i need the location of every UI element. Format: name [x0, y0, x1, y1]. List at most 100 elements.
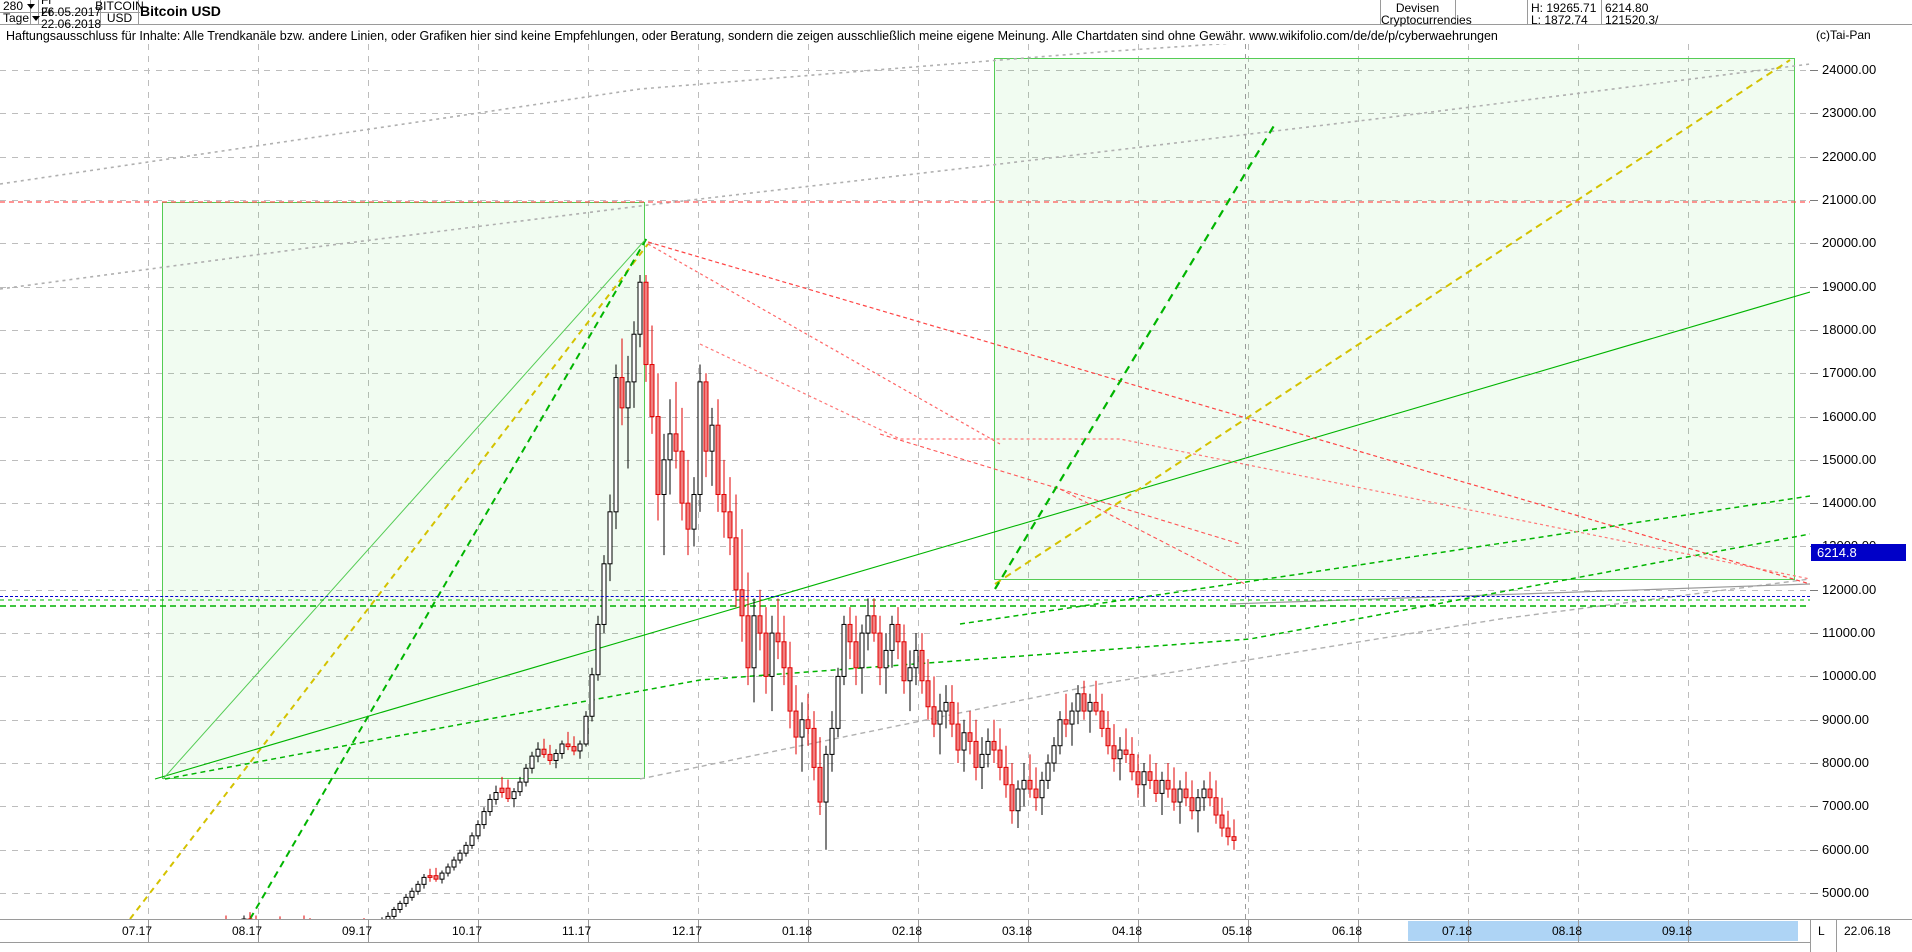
candle-body [403, 896, 409, 904]
x-axis-tick-label: 07.17 [122, 924, 153, 938]
date-range-selection[interactable] [1408, 921, 1798, 941]
x-tick-mark [698, 920, 699, 942]
gridline-horizontal [0, 330, 1810, 331]
candle-body [541, 748, 547, 755]
y-axis-tick-label: 18000.00 [1822, 322, 1877, 337]
candle-body [1093, 701, 1099, 712]
x-tick-mark [1578, 920, 1579, 942]
candle-body [889, 623, 895, 651]
gridline-horizontal [0, 806, 1810, 807]
chart-overlay-lines [0, 44, 1810, 919]
candle-body [637, 281, 643, 335]
x-tick-mark [1468, 920, 1469, 942]
candle-body [703, 381, 709, 452]
x-axis-tick-label: 05.18 [1222, 924, 1253, 938]
candle-body [1111, 745, 1117, 760]
candle-body [733, 537, 739, 591]
chevron-down-icon [32, 15, 41, 21]
period-high-value: H: 19265.71 [1531, 1, 1597, 15]
candle-body [1165, 779, 1171, 790]
candle-body [1099, 710, 1105, 729]
candle-body [565, 743, 571, 748]
candle-body [829, 727, 835, 755]
bar-count-selector[interactable]: 280 [1, 0, 37, 13]
candle-body [1171, 788, 1177, 803]
y-axis-tick-label: 10000.00 [1822, 668, 1877, 683]
candle-body [955, 723, 961, 751]
candle-body [973, 740, 979, 768]
date-to-field[interactable]: Fr 22.06.2018 [41, 5, 102, 31]
y-axis-tick-label: 9000.00 [1822, 712, 1869, 727]
candle-body [655, 416, 661, 495]
y-tick-mark [1810, 763, 1818, 764]
x-tick-mark [258, 920, 259, 942]
candle-body [1147, 771, 1153, 781]
y-axis-tick-label: 7000.00 [1822, 798, 1869, 813]
x-tick-mark [1688, 920, 1689, 942]
y-axis-tick-label: 11000.00 [1822, 625, 1876, 640]
x-tick-mark [478, 920, 479, 942]
y-tick-mark [1810, 70, 1818, 71]
candle-body [949, 701, 955, 725]
candle-body [805, 719, 811, 729]
x-tick-mark [368, 920, 369, 942]
candle-body [1039, 779, 1045, 799]
y-tick-mark [1810, 243, 1818, 244]
candle-body [427, 875, 433, 878]
gridline-horizontal [0, 546, 1810, 547]
period-low-value: L: 1872.74 [1531, 13, 1588, 27]
candle-body [481, 811, 487, 826]
asset-group-line1: Devisen [1395, 1, 1440, 15]
candle-body [505, 787, 511, 800]
candle-body [469, 835, 475, 846]
last-price-line [0, 596, 1810, 597]
gridline-vertical [1468, 44, 1469, 919]
chart-plot-area[interactable] [0, 44, 1810, 919]
candle-body [391, 908, 397, 917]
candle-body [571, 746, 577, 752]
gridline-vertical [478, 44, 479, 919]
x-axis-tick-label: 07.18 [1442, 924, 1473, 938]
gridline-vertical [918, 44, 919, 919]
candle-body [529, 755, 535, 769]
candle-body [985, 740, 991, 755]
y-axis-tick-label: 5000.00 [1822, 885, 1869, 900]
x-axis-tick-label: 08.18 [1552, 924, 1583, 938]
candle-body [559, 743, 565, 755]
date-axis[interactable]: 07.17 08.17 09.17 10.17 11.17 12.17 01.18 02.18… [0, 919, 1912, 952]
y-tick-mark [1810, 806, 1818, 807]
gridline-horizontal [0, 590, 1810, 591]
candle-body [943, 701, 949, 712]
candle-body [811, 727, 817, 768]
y-tick-mark [1810, 417, 1818, 418]
candle-body [451, 859, 457, 868]
y-axis-tick-label: 20000.00 [1822, 235, 1877, 250]
x-axis-tick-label: 09.17 [342, 924, 373, 938]
x-tick-mark [1138, 920, 1139, 942]
status-mode-label: L [1818, 924, 1825, 938]
candle-body [595, 623, 601, 676]
candle-body [715, 424, 721, 495]
gridline-vertical [588, 44, 589, 919]
candle-body [691, 493, 697, 530]
candle-body [1021, 779, 1027, 790]
candle-body [877, 632, 883, 669]
price-axis[interactable]: 24000.00 23000.00 22000.00 21000.00 20000.00… [1810, 44, 1912, 919]
candle-body [1087, 701, 1093, 712]
candle-body [763, 632, 769, 677]
candle-body [1189, 797, 1195, 812]
candle-body [817, 766, 823, 803]
x-axis-tick-label: 08.17 [232, 924, 263, 938]
candle-body [913, 649, 919, 669]
gridline-vertical [1028, 44, 1029, 919]
x-axis-tick-label: 06.18 [1332, 924, 1363, 938]
gridline-horizontal [0, 503, 1810, 504]
candle-body [523, 767, 529, 783]
x-axis-tick-label: 04.18 [1112, 924, 1143, 938]
chevron-down-icon [27, 3, 35, 9]
time-unit-selector[interactable]: Tage [1, 11, 41, 25]
x-tick-mark [148, 920, 149, 942]
gridline-vertical [148, 44, 149, 919]
candle-body [961, 732, 967, 751]
